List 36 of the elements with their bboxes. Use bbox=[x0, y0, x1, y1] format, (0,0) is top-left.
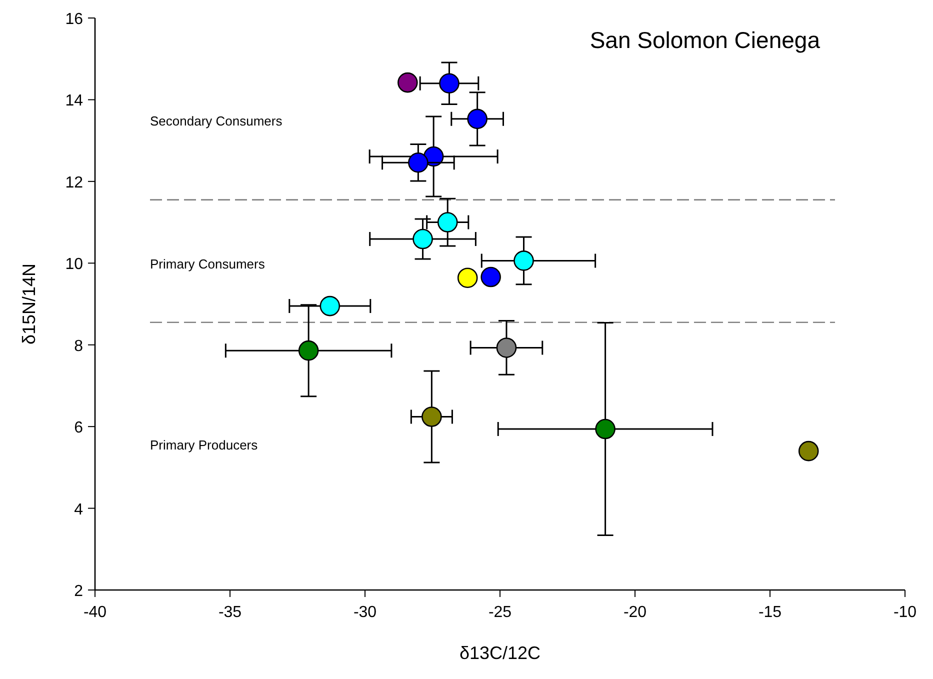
annotation: Secondary Consumers bbox=[150, 113, 283, 128]
x-tick-label: -20 bbox=[623, 604, 647, 621]
point bbox=[514, 250, 534, 271]
y-tick-label: 6 bbox=[74, 420, 84, 437]
point bbox=[439, 73, 460, 94]
x-tick-label: -30 bbox=[353, 604, 377, 621]
x-tick-label: -25 bbox=[488, 604, 512, 621]
x-tick-label: -10 bbox=[893, 604, 917, 621]
point bbox=[412, 228, 433, 250]
point bbox=[398, 72, 418, 93]
y-axis-title: δ15N/14N bbox=[19, 263, 39, 345]
point bbox=[467, 108, 488, 130]
y-tick-label: 2 bbox=[74, 583, 84, 600]
x-axis-title: δ13C/12C bbox=[459, 643, 541, 663]
x-tick-label: -35 bbox=[218, 604, 242, 621]
point bbox=[457, 268, 478, 288]
point bbox=[595, 418, 616, 440]
x-tick-label: -40 bbox=[83, 604, 107, 621]
annotation: Primary Consumers bbox=[150, 256, 266, 272]
y-tick-label: 10 bbox=[65, 256, 84, 274]
point bbox=[320, 296, 340, 316]
chart-title: San Solomon Cienega bbox=[590, 27, 820, 53]
y-tick-label: 16 bbox=[65, 11, 84, 28]
point bbox=[298, 340, 319, 361]
point bbox=[480, 266, 501, 288]
y-tick-label: 12 bbox=[65, 174, 84, 192]
x-tick-label: -15 bbox=[758, 604, 782, 621]
annotation: Primary Producers bbox=[150, 438, 258, 453]
point bbox=[437, 212, 458, 232]
y-tick-label: 8 bbox=[74, 338, 84, 355]
point bbox=[496, 338, 517, 358]
point bbox=[798, 440, 819, 462]
y-tick-label: 4 bbox=[74, 501, 84, 518]
point bbox=[422, 406, 442, 427]
y-tick-label: 14 bbox=[65, 92, 84, 110]
point bbox=[408, 152, 428, 173]
